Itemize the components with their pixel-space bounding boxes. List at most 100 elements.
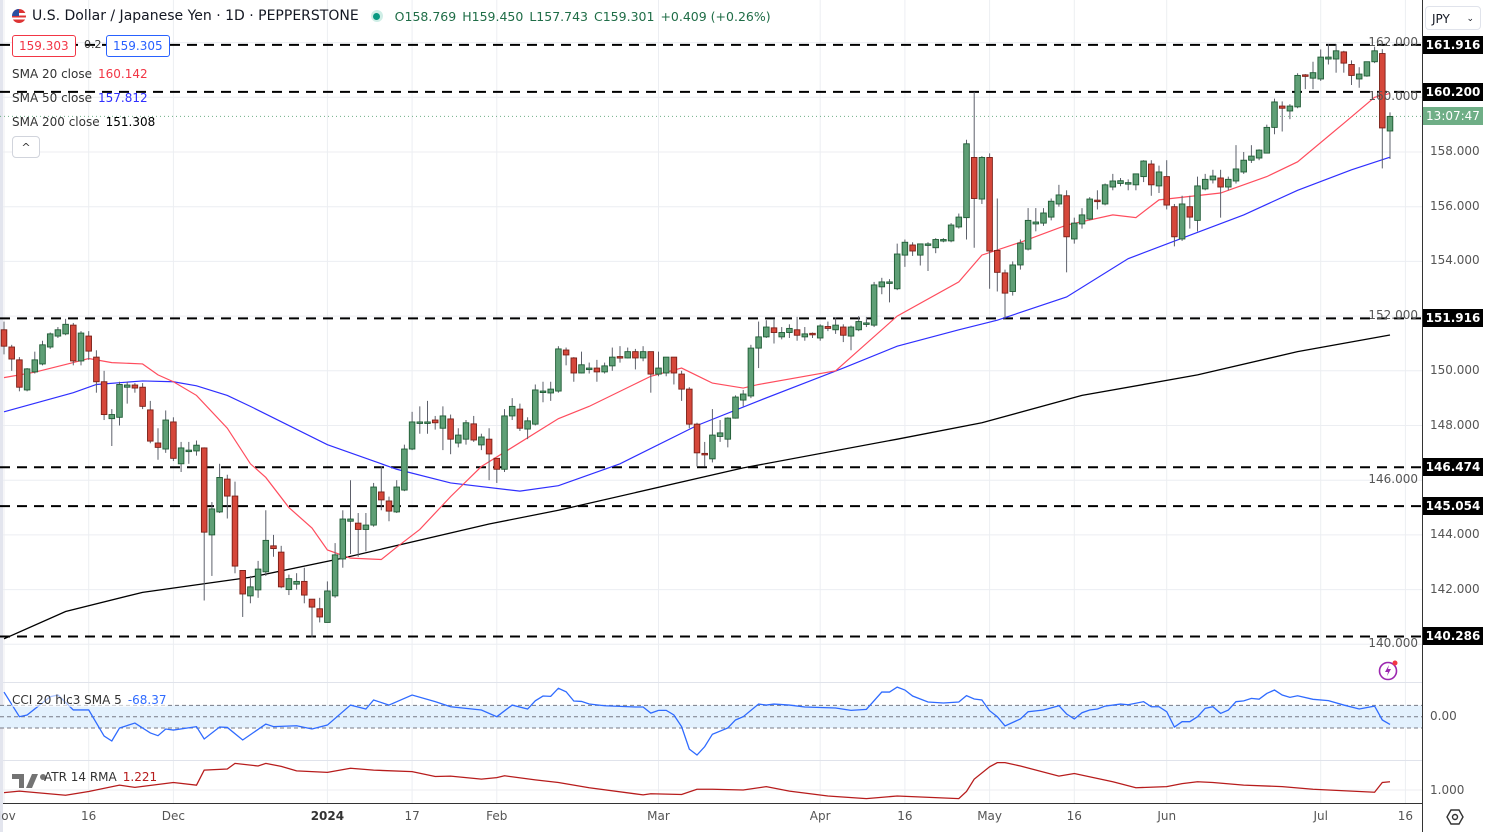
candle[interactable] (54, 327, 62, 338)
candle[interactable] (1047, 198, 1055, 221)
candle[interactable] (585, 362, 593, 374)
candle[interactable] (955, 213, 963, 229)
candle[interactable] (439, 406, 447, 451)
candle[interactable] (331, 543, 339, 598)
candle[interactable] (46, 332, 54, 349)
candle[interactable] (1101, 183, 1109, 206)
candle[interactable] (1317, 49, 1324, 81)
candle[interactable] (347, 480, 354, 555)
candle[interactable] (339, 510, 347, 568)
candle[interactable] (763, 320, 770, 338)
cci-line[interactable] (3, 686, 1391, 756)
candle[interactable] (1286, 104, 1294, 120)
candle[interactable] (370, 482, 377, 527)
candle[interactable] (100, 370, 108, 421)
candle[interactable] (1155, 165, 1163, 194)
candle[interactable] (917, 243, 924, 266)
candle[interactable] (139, 383, 146, 410)
candle[interactable] (1024, 208, 1032, 251)
candle[interactable] (1217, 169, 1224, 218)
candle[interactable] (770, 318, 778, 344)
candle[interactable] (963, 139, 970, 240)
candle[interactable] (324, 581, 331, 623)
candle[interactable] (1278, 101, 1286, 132)
price-pane[interactable] (0, 43, 1422, 640)
candle[interactable] (994, 198, 1001, 292)
sell-price-button[interactable]: 159.303 (12, 35, 76, 57)
candle[interactable] (1109, 173, 1117, 191)
candle[interactable] (878, 277, 886, 295)
candle[interactable] (1209, 169, 1217, 184)
atr-legend[interactable]: ATR 14 RMA 1.221 (44, 770, 157, 784)
candle[interactable] (632, 348, 639, 370)
candle[interactable] (31, 351, 39, 374)
candle[interactable] (816, 324, 824, 341)
candle[interactable] (893, 243, 901, 291)
candle[interactable] (840, 324, 847, 343)
candle[interactable] (593, 359, 601, 382)
candle[interactable] (285, 574, 293, 596)
candle[interactable] (1009, 261, 1016, 296)
candle[interactable] (1302, 74, 1309, 90)
candle[interactable] (231, 481, 239, 574)
candle[interactable] (786, 324, 793, 338)
candle[interactable] (940, 238, 947, 243)
candle[interactable] (1325, 43, 1332, 65)
candle[interactable] (62, 318, 69, 336)
currency-select[interactable]: JPY ⌄ (1425, 6, 1481, 30)
candle[interactable] (1255, 149, 1263, 161)
candle[interactable] (177, 441, 185, 472)
candle[interactable] (393, 480, 400, 514)
candle[interactable] (970, 91, 978, 248)
candle[interactable] (8, 344, 15, 371)
candle[interactable] (855, 316, 862, 332)
candle[interactable] (200, 447, 208, 601)
sma200-line[interactable] (3, 334, 1391, 640)
candle[interactable] (239, 570, 246, 617)
candle[interactable] (147, 400, 154, 444)
candle[interactable] (686, 387, 693, 429)
candle[interactable] (408, 411, 416, 451)
candle[interactable] (639, 346, 647, 362)
candle[interactable] (478, 433, 485, 451)
candle[interactable] (655, 351, 662, 377)
candle[interactable] (401, 444, 408, 492)
candle[interactable] (901, 239, 909, 267)
candle[interactable] (508, 398, 516, 421)
candle[interactable] (1340, 50, 1348, 73)
candle[interactable] (1124, 179, 1132, 191)
candle[interactable] (1132, 173, 1140, 191)
candle[interactable] (254, 560, 262, 598)
cci-pane[interactable] (0, 686, 1422, 756)
candle[interactable] (578, 351, 585, 374)
sma20-line[interactable] (3, 92, 1391, 561)
chart-canvas[interactable] (0, 0, 1422, 832)
candle[interactable] (270, 534, 277, 557)
candle[interactable] (562, 347, 570, 366)
candle[interactable] (185, 441, 193, 464)
candle[interactable] (678, 370, 685, 401)
candle[interactable] (793, 316, 801, 341)
candle[interactable] (470, 415, 477, 442)
candle[interactable] (116, 381, 123, 426)
candle[interactable] (662, 356, 670, 377)
candle[interactable] (693, 422, 701, 467)
settings-gear-icon[interactable] (1446, 808, 1464, 826)
candle[interactable] (224, 474, 231, 519)
symbol-title[interactable]: U.S. Dollar / Japanese Yen · 1D · PEPPER… (32, 8, 359, 24)
candle[interactable] (85, 331, 92, 360)
candle[interactable] (1348, 60, 1355, 85)
candle[interactable] (647, 351, 655, 393)
candle[interactable] (1178, 195, 1186, 241)
candle[interactable] (1186, 195, 1194, 229)
candle[interactable] (170, 417, 177, 462)
candle[interactable] (539, 381, 547, 403)
candle[interactable] (1371, 46, 1378, 64)
candle[interactable] (778, 327, 785, 340)
candle[interactable] (216, 463, 223, 514)
candle[interactable] (108, 409, 116, 447)
sma50-line[interactable] (3, 156, 1391, 492)
atr-pane[interactable] (3, 761, 1391, 800)
candle[interactable] (924, 242, 932, 271)
candle[interactable] (1201, 173, 1209, 191)
